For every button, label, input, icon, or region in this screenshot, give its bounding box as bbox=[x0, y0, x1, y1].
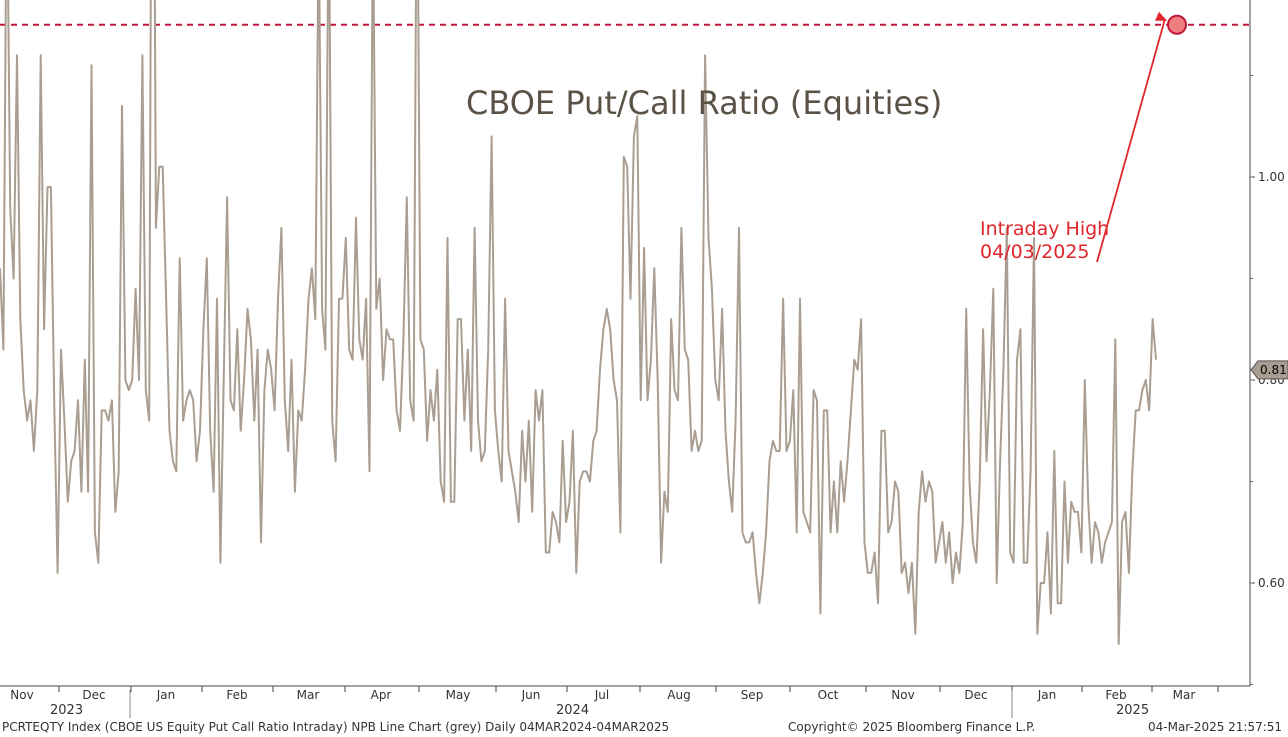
footer-copyright: Copyright© 2025 Bloomberg Finance L.P. bbox=[788, 720, 1036, 734]
intraday-high-marker bbox=[1167, 14, 1187, 35]
chart-title: CBOE Put/Call Ratio (Equities) bbox=[466, 84, 943, 122]
x-tick-label: Mar bbox=[1173, 688, 1196, 702]
y-tick-label: 1.00 bbox=[1258, 170, 1285, 184]
x-tick-label: Oct bbox=[818, 688, 839, 702]
x-tick-label: Sep bbox=[741, 688, 764, 702]
last-value-group: 0.81 bbox=[1250, 360, 1288, 380]
x-tick-label: May bbox=[446, 688, 471, 702]
x-tick-label: Jan bbox=[1037, 688, 1057, 702]
annotation-line1: Intraday High bbox=[980, 218, 1110, 240]
year-label-2025: 2025 bbox=[1116, 703, 1150, 718]
x-tick-label: Feb bbox=[1105, 688, 1126, 702]
series-group bbox=[0, 0, 1157, 645]
y-tick-label: 0.60 bbox=[1258, 576, 1285, 590]
x-tick-label: Apr bbox=[371, 688, 392, 702]
annotation-arrow-shaft bbox=[1096, 18, 1166, 263]
year-label-2023: 2023 bbox=[50, 703, 84, 718]
x-tick-label: Feb bbox=[226, 688, 247, 702]
footer-source: PCRTEQTY Index (CBOE US Equity Put Call … bbox=[2, 720, 670, 734]
annotation-arrow-head bbox=[1155, 11, 1167, 21]
x-tick-label: Nov bbox=[891, 688, 914, 702]
y-axis-ticks: 0.600.801.001.201.401.60 bbox=[1250, 75, 1285, 685]
x-tick-label: Dec bbox=[82, 688, 105, 702]
annotation-line2: 04/03/2025 bbox=[980, 241, 1090, 263]
x-tick-label: Jan bbox=[156, 688, 176, 702]
last-value-tag bbox=[1250, 360, 1288, 380]
intraday-high-marker-group bbox=[1096, 11, 1187, 263]
last-value-label: 0.81 bbox=[1260, 363, 1287, 377]
footer-timestamp: 04-Mar-2025 21:57:51 bbox=[1148, 720, 1283, 734]
x-tick-label: Aug bbox=[667, 688, 690, 702]
chart-axes bbox=[0, 0, 1251, 687]
x-tick-label: Mar bbox=[297, 688, 320, 702]
series-line bbox=[0, 0, 1157, 645]
x-axis-ticks: Nov Dec Jan Feb Mar Apr May Jun Jul Aug Sep Oct Nov D… bbox=[10, 686, 1219, 718]
x-tick-label: Jun bbox=[521, 688, 541, 702]
x-tick-label: Nov bbox=[10, 688, 33, 702]
x-tick-label: Jul bbox=[594, 688, 609, 702]
annotation-text: Intraday High 04/03/2025 bbox=[980, 218, 1109, 264]
year-label-2024: 2024 bbox=[556, 703, 590, 718]
x-tick-label: Dec bbox=[964, 688, 987, 702]
